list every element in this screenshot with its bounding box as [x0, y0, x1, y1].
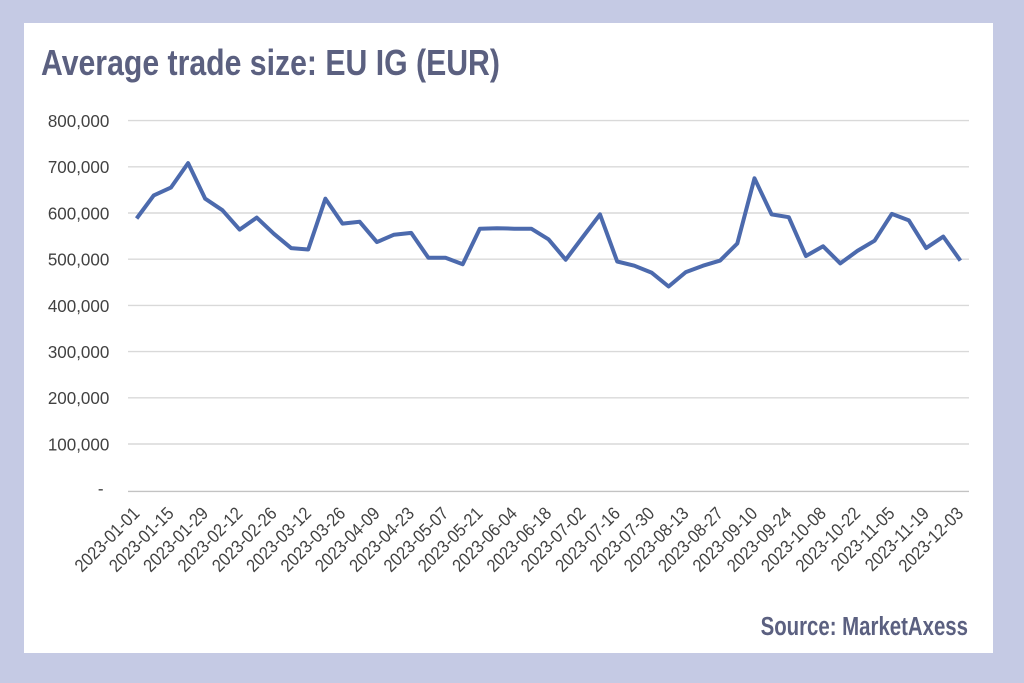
svg-text:500,000: 500,000: [48, 249, 110, 270]
svg-text:100,000: 100,000: [48, 434, 110, 455]
svg-text:600,000: 600,000: [48, 203, 110, 224]
svg-text:700,000: 700,000: [48, 157, 110, 178]
svg-text:300,000: 300,000: [48, 342, 110, 363]
svg-text:Source: MarketAxess: Source: MarketAxess: [761, 612, 968, 641]
svg-text:-: -: [98, 478, 104, 499]
svg-text:Average trade size: EU IG (EUR: Average trade size: EU IG (EUR): [41, 44, 500, 84]
svg-text:400,000: 400,000: [48, 295, 110, 316]
svg-text:800,000: 800,000: [48, 111, 110, 132]
svg-text:200,000: 200,000: [48, 388, 110, 409]
